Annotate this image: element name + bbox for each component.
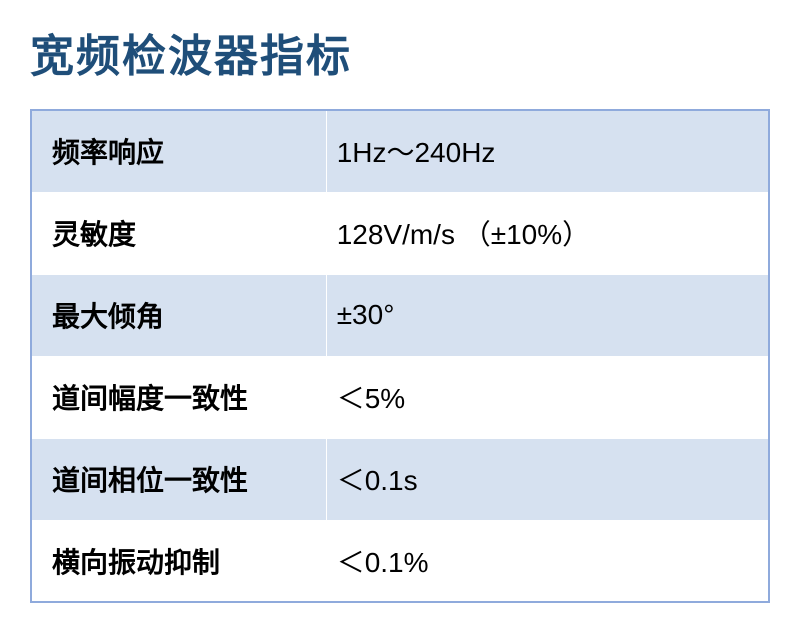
spec-value: ＜0.1% — [326, 520, 769, 602]
spec-table: 频率响应 1Hz～240Hz 灵敏度 128V/m/s （±10%） 最大倾角 … — [30, 109, 770, 603]
spec-value: 128V/m/s （±10%） — [326, 192, 769, 274]
table-row: 最大倾角 ±30° — [31, 274, 769, 356]
spec-label: 最大倾角 — [31, 274, 326, 356]
spec-label: 灵敏度 — [31, 192, 326, 274]
spec-label: 横向振动抑制 — [31, 520, 326, 602]
spec-value: ＜5% — [326, 356, 769, 438]
table-row: 灵敏度 128V/m/s （±10%） — [31, 192, 769, 274]
spec-label: 道间幅度一致性 — [31, 356, 326, 438]
spec-value: ±30° — [326, 274, 769, 356]
page-title: 宽频检波器指标 — [30, 20, 770, 84]
spec-label: 道间相位一致性 — [31, 438, 326, 520]
spec-label: 频率响应 — [31, 110, 326, 192]
spec-value: ＜0.1s — [326, 438, 769, 520]
table-row: 道间幅度一致性 ＜5% — [31, 356, 769, 438]
table-row: 道间相位一致性 ＜0.1s — [31, 438, 769, 520]
spec-value: 1Hz～240Hz — [326, 110, 769, 192]
table-row: 频率响应 1Hz～240Hz — [31, 110, 769, 192]
table-row: 横向振动抑制 ＜0.1% — [31, 520, 769, 602]
